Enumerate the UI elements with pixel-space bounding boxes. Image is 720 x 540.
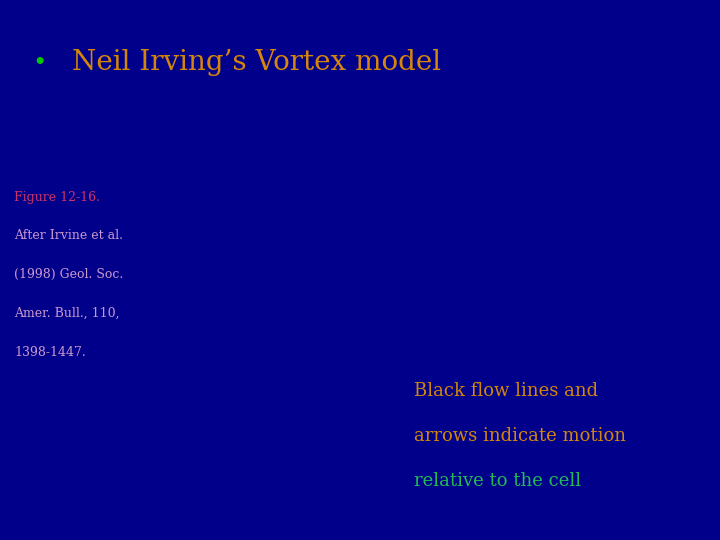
Text: arrows indicate motion: arrows indicate motion <box>414 427 626 446</box>
Text: 1398-1447.: 1398-1447. <box>14 346 86 359</box>
Text: Amer. Bull., 110,: Amer. Bull., 110, <box>14 307 120 320</box>
Text: After Irvine et al.: After Irvine et al. <box>14 230 123 242</box>
Text: Black flow lines and: Black flow lines and <box>414 382 598 401</box>
Text: (1998) Geol. Soc.: (1998) Geol. Soc. <box>14 268 124 281</box>
Text: •: • <box>33 52 46 72</box>
Text: relative to the cell: relative to the cell <box>414 472 581 490</box>
Text: Neil Irving’s Vortex model: Neil Irving’s Vortex model <box>72 49 441 76</box>
Text: Figure 12-16.: Figure 12-16. <box>14 191 100 204</box>
